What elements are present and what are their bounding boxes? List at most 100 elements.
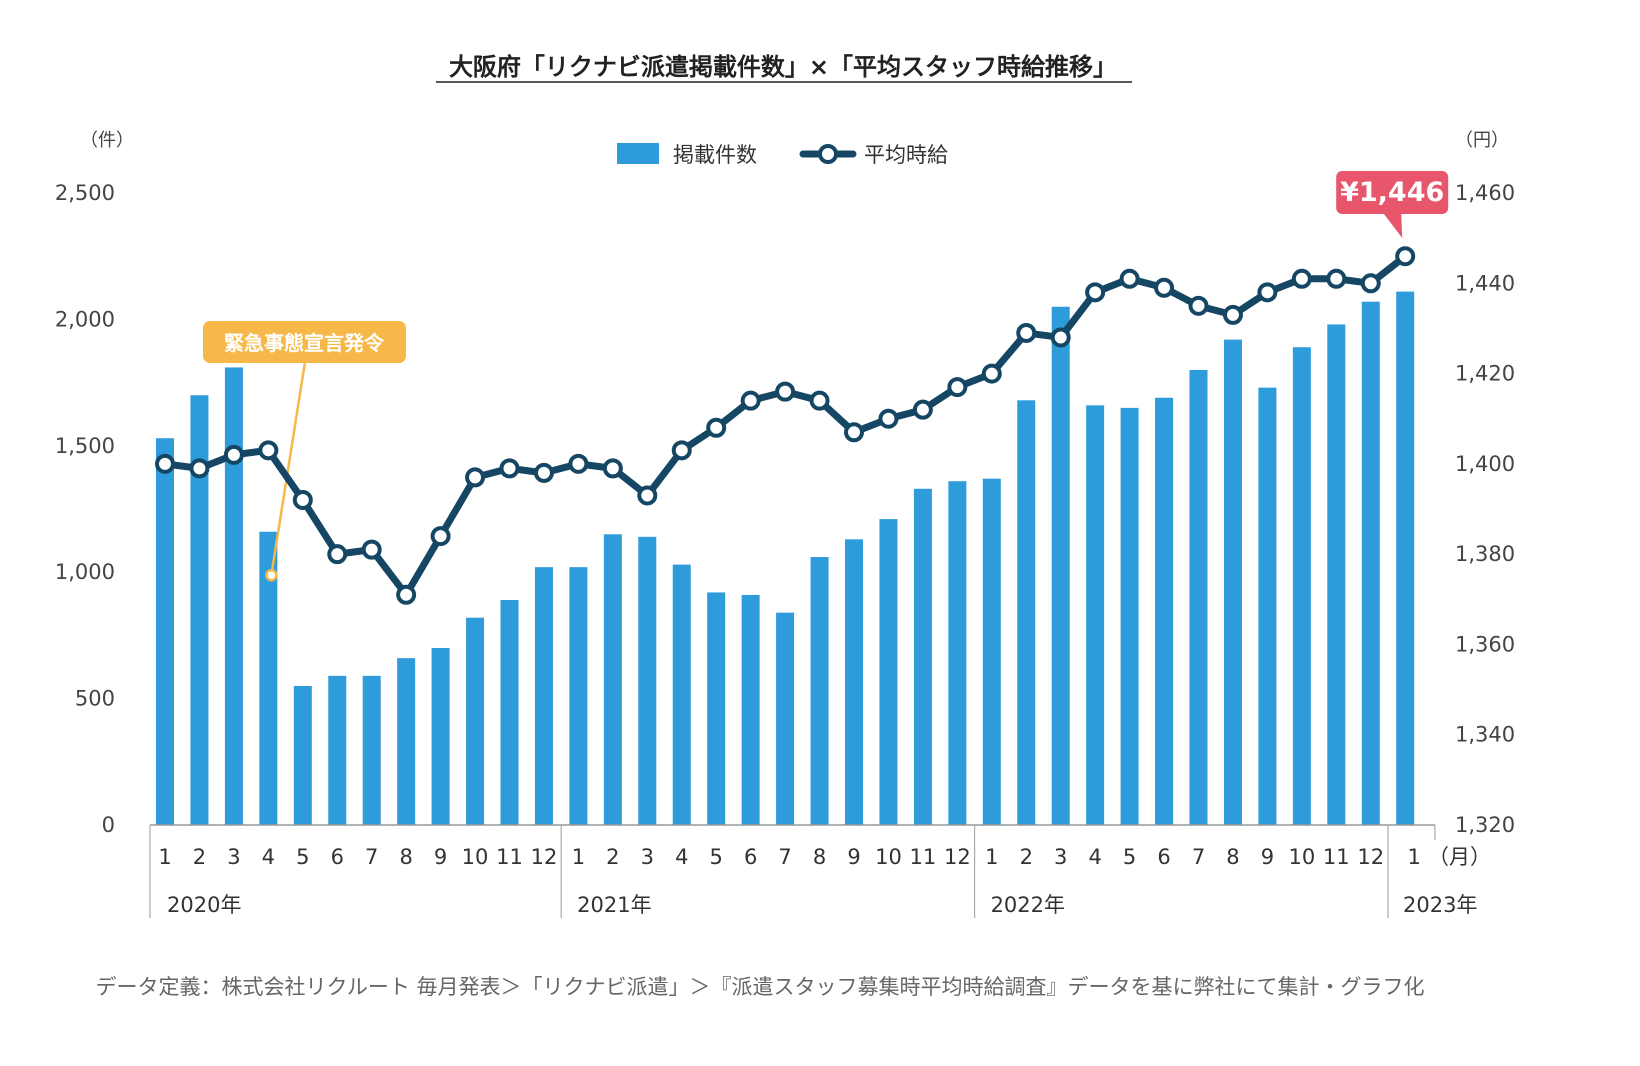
line-point — [1119, 268, 1140, 289]
month-label: 10 — [875, 845, 902, 869]
line-point — [1257, 282, 1278, 303]
bar — [948, 481, 967, 825]
bar — [190, 395, 209, 825]
line-point — [327, 544, 348, 565]
left-tick-label: 1,000 — [55, 560, 115, 584]
month-label: 2 — [1020, 845, 1033, 869]
bar — [982, 478, 1001, 825]
callout-box — [203, 321, 406, 363]
left-axis-unit: （件） — [80, 130, 134, 151]
month-label: 7 — [1192, 845, 1205, 869]
line-point — [602, 458, 623, 479]
line-point — [809, 390, 830, 411]
bar — [810, 557, 829, 825]
bar — [776, 612, 795, 825]
right-tick-label: 1,360 — [1455, 632, 1515, 656]
line-point — [706, 417, 727, 438]
bar — [500, 600, 519, 825]
line-point — [223, 444, 244, 465]
right-tick-label: 1,420 — [1455, 362, 1515, 386]
line-point — [1050, 327, 1071, 348]
line-point — [947, 377, 968, 398]
month-label: 6 — [331, 845, 344, 869]
month-label: 8 — [399, 845, 412, 869]
month-label: 6 — [1157, 845, 1170, 869]
line-point — [361, 539, 382, 560]
bar — [431, 648, 450, 825]
line-point — [1016, 322, 1037, 343]
month-label: 6 — [744, 845, 757, 869]
bar — [638, 536, 657, 825]
line-point — [292, 489, 313, 510]
bar — [845, 539, 863, 825]
line-point — [1085, 282, 1106, 303]
line-series — [155, 246, 1416, 605]
month-label: 3 — [641, 845, 654, 869]
right-axis: 1,460 1,440 1,420 1,400 1,380 1,360 1,340 1,320 — [1455, 181, 1515, 837]
month-label: 11 — [910, 845, 937, 869]
bar — [1051, 306, 1070, 825]
chart-title: 大阪府「リクナビ派遣掲載件数」×「平均スタッフ時給推移」 — [449, 53, 1117, 81]
month-label: 2 — [193, 845, 206, 869]
legend-line-label: 平均時給 — [864, 143, 948, 167]
right-tick-label: 1,320 — [1455, 813, 1515, 837]
line-point — [258, 440, 279, 461]
line-point — [912, 399, 933, 420]
bar — [397, 658, 416, 825]
bar — [259, 531, 278, 825]
legend-bar-label: 掲載件数 — [673, 143, 757, 167]
left-tick-label: 2,000 — [55, 307, 115, 331]
month-label: 1 — [572, 845, 585, 869]
line-point — [396, 584, 417, 605]
month-label: 1 — [158, 845, 171, 869]
right-tick-label: 1,400 — [1455, 452, 1515, 476]
month-label: 5 — [296, 845, 309, 869]
month-label: 2 — [606, 845, 619, 869]
year-label: 2022年 — [991, 893, 1065, 917]
footnote: データ定義：株式会社リクルート 毎月発表＞「リクナビ派遣」＞『派遣スタッフ募集時… — [95, 975, 1424, 999]
month-label: 9 — [1261, 845, 1274, 869]
bar — [1223, 339, 1242, 825]
left-tick-label: 500 — [75, 687, 115, 711]
bar — [1327, 324, 1346, 825]
legend-line-marker — [818, 144, 838, 164]
line-point — [533, 462, 554, 483]
year-label: 2021年 — [577, 893, 651, 917]
line-point — [775, 381, 796, 402]
left-axis: 2,500 2,000 1,500 1,000 500 0 — [55, 181, 115, 837]
line-point — [499, 458, 520, 479]
bar — [1189, 369, 1208, 825]
month-label: 4 — [675, 845, 688, 869]
bar — [224, 367, 243, 825]
bar — [1155, 397, 1174, 825]
line-point — [671, 440, 692, 461]
callout-anchor-dot — [265, 568, 278, 582]
month-label: 1 — [985, 845, 998, 869]
month-label: 3 — [227, 845, 240, 869]
line-point — [1188, 295, 1209, 316]
month-label: 11 — [1323, 845, 1350, 869]
month-label: 5 — [1123, 845, 1136, 869]
callout-leader-line — [270, 361, 307, 576]
line-point — [981, 363, 1002, 384]
line-point — [1360, 273, 1381, 294]
month-label: 3 — [1054, 845, 1067, 869]
year-dividers — [149, 825, 1436, 918]
price-badge — [1336, 171, 1449, 214]
line-point — [1291, 268, 1312, 289]
month-label: 11 — [496, 845, 523, 869]
bar — [1258, 387, 1277, 825]
month-label: 10 — [1288, 845, 1315, 869]
callout-label: 緊急事態宣言発令 — [224, 331, 385, 355]
bar — [1120, 407, 1139, 825]
month-label: 8 — [1226, 845, 1239, 869]
month-label: 9 — [847, 845, 860, 869]
bar — [707, 592, 726, 825]
month-label: 10 — [462, 845, 489, 869]
month-label: 9 — [434, 845, 447, 869]
bar — [156, 438, 174, 825]
line-point — [1395, 246, 1416, 267]
callout-emergency: 緊急事態宣言発令 — [203, 321, 406, 582]
line-point — [1154, 277, 1175, 298]
